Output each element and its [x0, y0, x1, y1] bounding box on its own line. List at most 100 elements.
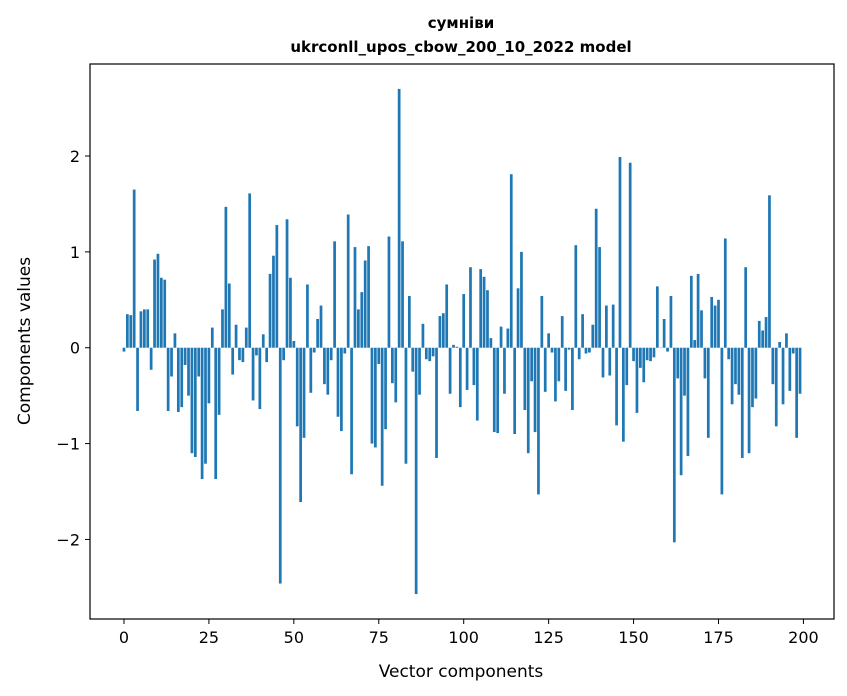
bar	[377, 347, 381, 365]
bar	[326, 347, 330, 395]
bar	[496, 347, 500, 434]
y-tick-label: −2	[56, 530, 80, 549]
bar	[530, 347, 533, 382]
bar	[683, 347, 686, 396]
bar	[265, 347, 269, 363]
bar	[428, 347, 432, 362]
bar	[615, 347, 618, 426]
bar	[210, 327, 214, 348]
bar	[751, 347, 754, 408]
bar	[723, 238, 727, 348]
bar	[666, 347, 669, 352]
bar	[241, 347, 245, 363]
bar	[774, 347, 778, 427]
bar	[649, 347, 652, 362]
bar	[231, 347, 235, 375]
bar	[577, 347, 581, 360]
bar	[645, 347, 649, 361]
bar	[489, 338, 493, 348]
bar	[452, 344, 455, 348]
bar	[333, 241, 336, 348]
bar	[323, 347, 326, 385]
bar	[475, 347, 479, 421]
bar	[176, 347, 180, 412]
bar	[479, 269, 483, 348]
bar	[261, 334, 265, 348]
bar	[275, 225, 279, 348]
bar	[720, 347, 724, 495]
bar	[506, 328, 510, 348]
bar	[445, 284, 449, 348]
bar	[727, 347, 731, 360]
bar	[581, 314, 584, 348]
bar	[278, 347, 282, 584]
bar	[547, 333, 550, 348]
bar	[757, 320, 761, 348]
bar	[550, 347, 554, 353]
bar	[285, 219, 289, 348]
bar	[384, 347, 387, 430]
bar	[224, 206, 228, 348]
bar	[710, 296, 714, 348]
bar	[761, 330, 765, 348]
bar	[564, 347, 567, 391]
bar	[717, 299, 720, 348]
bar	[227, 283, 231, 348]
bar	[299, 347, 302, 503]
bar	[672, 347, 676, 543]
bar	[567, 347, 571, 350]
bar	[289, 277, 292, 348]
bar	[778, 341, 781, 348]
bar	[689, 275, 693, 348]
bar	[588, 347, 591, 353]
bar	[357, 309, 360, 348]
bar	[319, 305, 323, 348]
bar	[781, 347, 785, 405]
x-tick-label: 75	[369, 628, 389, 647]
bar	[730, 347, 734, 405]
bar	[465, 347, 469, 390]
x-tick-label: 200	[788, 628, 819, 647]
bar	[146, 309, 150, 348]
bar	[764, 317, 768, 348]
bar	[798, 347, 802, 394]
bar	[472, 347, 476, 386]
bar	[397, 88, 401, 348]
bar	[391, 347, 394, 384]
x-tick-label: 50	[284, 628, 304, 647]
bar	[292, 341, 296, 348]
bar	[700, 310, 703, 348]
bar	[387, 236, 391, 348]
plot-frame	[89, 63, 835, 620]
bar	[482, 276, 486, 348]
bar	[448, 347, 452, 394]
bar	[329, 347, 333, 361]
bar	[380, 347, 384, 486]
bar	[350, 347, 353, 475]
bar	[258, 347, 262, 410]
x-tick-label: 25	[199, 628, 219, 647]
bar	[360, 292, 364, 348]
bar	[737, 347, 741, 395]
bar	[537, 347, 540, 495]
bar	[693, 340, 697, 348]
bar	[411, 347, 415, 372]
bar	[560, 316, 564, 348]
bar	[170, 347, 173, 377]
bar	[540, 295, 544, 348]
bar	[706, 347, 710, 438]
bar	[129, 315, 133, 348]
bar	[173, 333, 177, 348]
x-tick-label: 175	[703, 628, 734, 647]
bar	[132, 189, 136, 348]
bar	[791, 347, 795, 354]
x-axis-ticks: 0 25 50 75 100 125 150 175 200	[119, 619, 819, 647]
bar	[492, 347, 496, 433]
bar	[200, 347, 204, 480]
bar	[768, 195, 771, 348]
bar	[316, 318, 319, 348]
bar	[622, 347, 625, 442]
bar	[655, 286, 659, 348]
bar	[509, 174, 513, 348]
